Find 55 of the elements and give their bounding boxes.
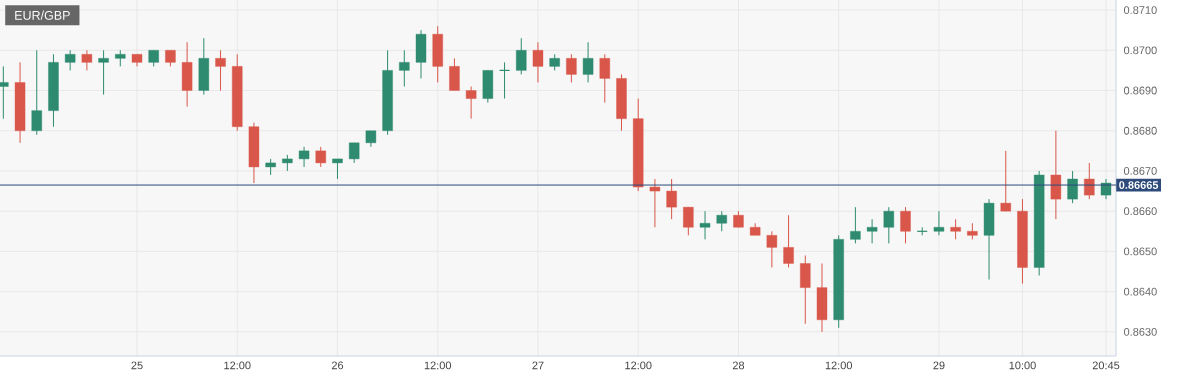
candlestick — [516, 37, 527, 75]
candlestick — [666, 178, 677, 220]
x-tick-label: 10:00 — [1009, 361, 1036, 370]
candlestick — [883, 206, 895, 244]
x-tick-label: 29 — [933, 361, 945, 370]
candlestick — [683, 206, 694, 236]
candlestick — [1000, 150, 1011, 212]
candlestick — [582, 41, 594, 83]
candlestick — [215, 49, 226, 92]
candlestick — [599, 53, 610, 104]
candlestick — [0, 65, 9, 120]
candlestick — [348, 142, 360, 164]
y-tick-label: 0.8650 — [1123, 247, 1157, 256]
x-tick-label: 12:00 — [825, 361, 853, 370]
candlestick — [98, 49, 109, 96]
candlestick — [399, 49, 410, 87]
y-tick-label: 0.8630 — [1123, 327, 1157, 336]
candlestick — [532, 41, 544, 83]
x-tick-label: 12:00 — [625, 361, 652, 370]
ref-line-label: 0.86665 — [1119, 181, 1159, 189]
y-tick-label: 0.8690 — [1123, 86, 1157, 95]
candlestick — [1067, 170, 1078, 204]
x-tick-label: 27 — [532, 361, 544, 370]
y-tick-label: 0.8700 — [1123, 46, 1157, 55]
x-tick-label: 20:45 — [1092, 361, 1120, 370]
candlestick — [716, 210, 727, 232]
candlestick — [950, 218, 961, 240]
candlestick — [649, 178, 661, 228]
x-tick-label: 25 — [131, 361, 143, 370]
candlestick — [332, 158, 343, 180]
candlestick — [933, 210, 945, 236]
candlestick — [566, 53, 577, 83]
candlestick — [766, 230, 778, 268]
x-tick-label: 28 — [732, 361, 745, 370]
candlestick — [31, 49, 42, 136]
candlestick — [850, 206, 861, 244]
x-tick-label: 26 — [331, 361, 344, 370]
text: EUR/GBP — [15, 10, 70, 20]
y-tick-label: 0.8640 — [1123, 287, 1157, 296]
candlestick — [315, 146, 326, 168]
candlestick — [81, 49, 93, 71]
y-tick-label: 0.8670 — [1123, 167, 1157, 175]
y-tick-label: 0.8680 — [1123, 126, 1157, 135]
candlestick — [699, 210, 711, 240]
candlestick — [64, 49, 76, 71]
candlestick — [783, 214, 794, 268]
y-tick-label: 0.8710 — [1123, 6, 1157, 14]
candlestick — [1084, 162, 1095, 200]
candlestick — [298, 146, 310, 168]
candlestick — [866, 218, 878, 244]
candlestick — [465, 85, 477, 120]
y-tick-label: 0.8660 — [1123, 207, 1157, 216]
candlestick — [900, 206, 911, 244]
x-tick-label: 12:00 — [224, 361, 251, 370]
x-tick-label: 12:00 — [424, 361, 452, 370]
